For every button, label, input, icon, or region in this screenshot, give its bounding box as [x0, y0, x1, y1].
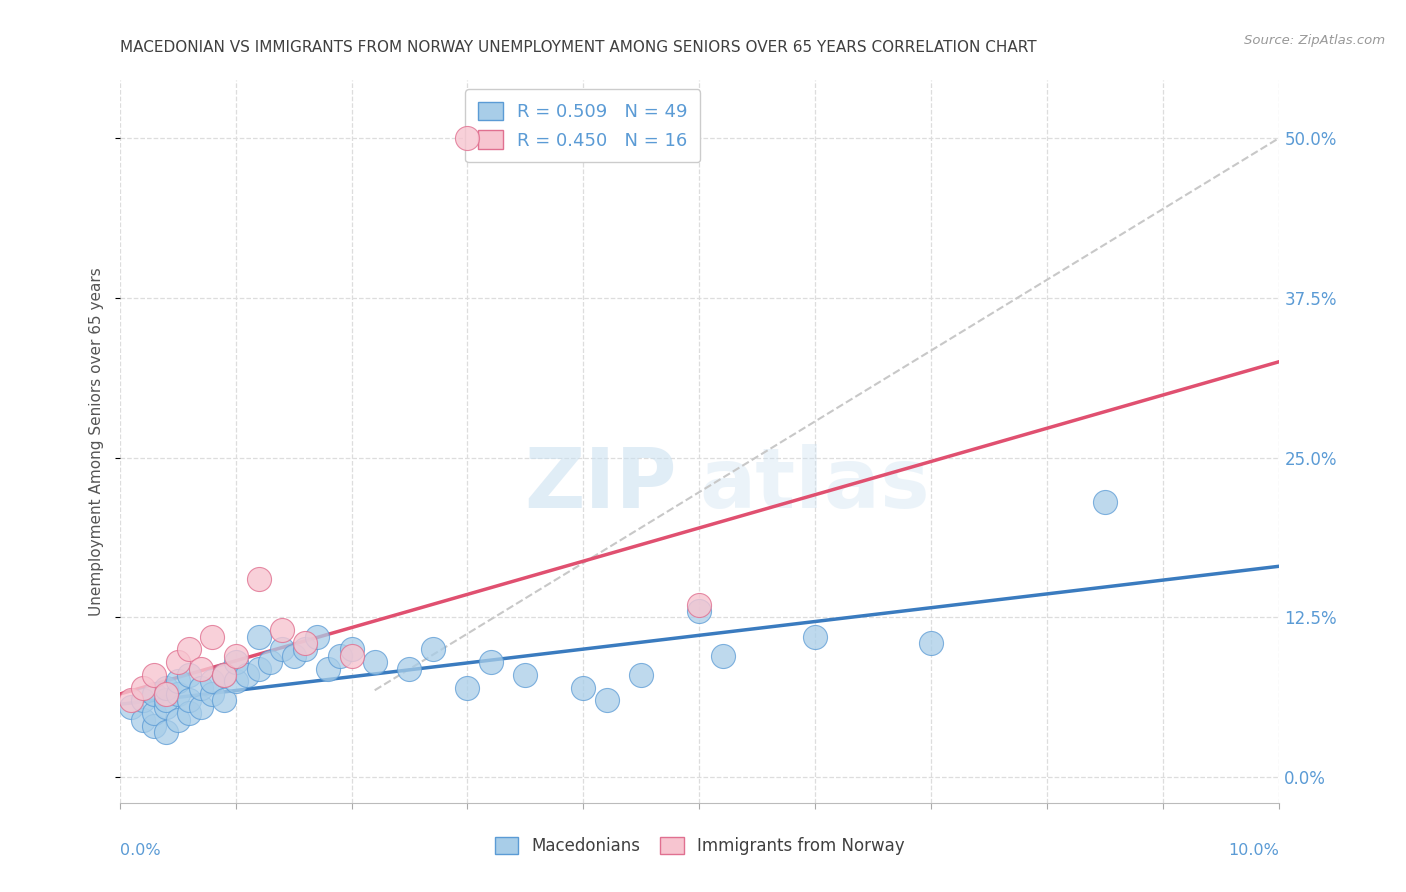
Point [630, 668, 652, 682]
Point [212, 668, 235, 682]
Point [479, 655, 502, 669]
Point [120, 699, 142, 714]
Text: atlas: atlas [700, 444, 931, 525]
Point [247, 572, 270, 586]
Point [166, 687, 188, 701]
Point [166, 655, 188, 669]
Point [294, 636, 316, 650]
Point [247, 630, 270, 644]
Text: ZIP: ZIP [524, 444, 676, 525]
Text: Source: ZipAtlas.com: Source: ZipAtlas.com [1244, 34, 1385, 47]
Point [179, 668, 201, 682]
Legend: Macedonians, Immigrants from Norway: Macedonians, Immigrants from Norway [486, 829, 912, 863]
Y-axis label: Unemployment Among Seniors over 65 years: Unemployment Among Seniors over 65 years [89, 268, 104, 615]
Point [689, 598, 711, 612]
Point [225, 655, 247, 669]
Point [398, 661, 420, 675]
Point [363, 655, 385, 669]
Point [155, 725, 177, 739]
Point [132, 693, 155, 707]
Point [305, 630, 328, 644]
Point [236, 668, 259, 682]
Point [1094, 495, 1116, 509]
Point [212, 693, 235, 707]
Point [689, 604, 711, 618]
Point [329, 648, 352, 663]
Point [143, 719, 166, 733]
Point [143, 668, 166, 682]
Point [318, 661, 340, 675]
Point [179, 706, 201, 721]
Point [132, 681, 155, 695]
Point [155, 699, 177, 714]
Point [155, 681, 177, 695]
Point [120, 693, 142, 707]
Point [166, 674, 188, 689]
Point [190, 661, 212, 675]
Point [283, 648, 305, 663]
Point [456, 131, 478, 145]
Point [132, 713, 155, 727]
Text: 10.0%: 10.0% [1229, 843, 1279, 858]
Point [143, 687, 166, 701]
Point [212, 668, 235, 682]
Point [201, 630, 224, 644]
Point [166, 713, 188, 727]
Point [422, 642, 444, 657]
Text: MACEDONIAN VS IMMIGRANTS FROM NORWAY UNEMPLOYMENT AMONG SENIORS OVER 65 YEARS CO: MACEDONIAN VS IMMIGRANTS FROM NORWAY UNE… [120, 40, 1036, 55]
Point [143, 706, 166, 721]
Text: 0.0%: 0.0% [120, 843, 160, 858]
Point [456, 681, 478, 695]
Point [340, 642, 363, 657]
Point [921, 636, 943, 650]
Point [294, 642, 316, 657]
Point [804, 630, 827, 644]
Point [596, 693, 619, 707]
Point [711, 648, 734, 663]
Point [201, 687, 224, 701]
Point [190, 681, 212, 695]
Point [179, 693, 201, 707]
Point [225, 648, 247, 663]
Point [190, 699, 212, 714]
Point [340, 648, 363, 663]
Point [259, 655, 281, 669]
Point [179, 642, 201, 657]
Point [247, 661, 270, 675]
Point [572, 681, 595, 695]
Point [155, 693, 177, 707]
Point [270, 623, 294, 637]
Point [515, 668, 537, 682]
Point [270, 642, 294, 657]
Point [155, 687, 177, 701]
Point [201, 674, 224, 689]
Point [225, 674, 247, 689]
